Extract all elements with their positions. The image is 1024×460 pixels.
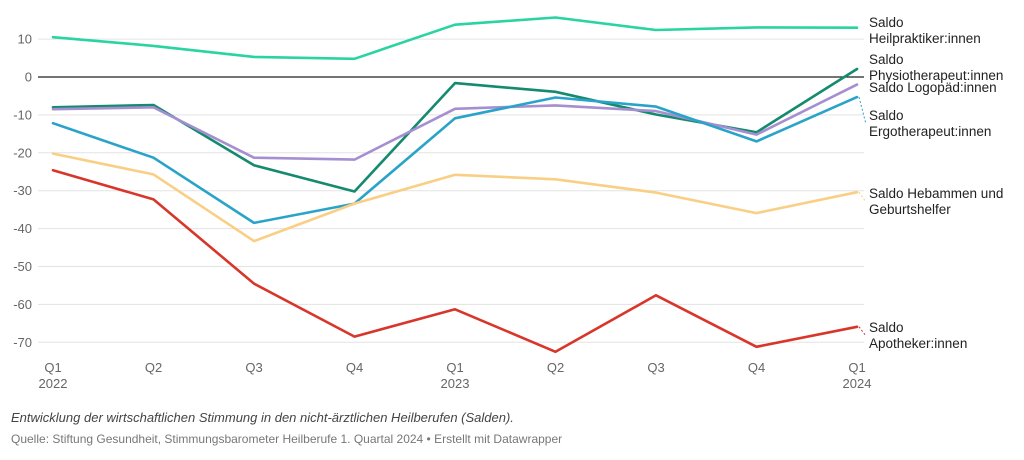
series-line <box>51 168 859 354</box>
y-tick-label: -10 <box>13 107 32 122</box>
x-tick-label: Q3 <box>647 360 664 375</box>
series-label: Saldo Logopäd:innen <box>869 80 997 95</box>
series-label: Saldo <box>869 52 904 67</box>
x-tick-year-label: 2024 <box>843 376 872 391</box>
y-tick-labels: 10 0 -10 -20 -30 -40 -50 -60 -70 <box>13 32 32 350</box>
x-tick-label: Q1 <box>446 360 463 375</box>
series-line <box>51 152 859 243</box>
x-tick-year-label: 2023 <box>441 376 470 391</box>
y-tick-label: -40 <box>13 221 32 236</box>
series-label: Geburtshelfer <box>869 202 951 217</box>
x-tick-label: Q2 <box>145 360 162 375</box>
series-label-connector <box>858 96 867 125</box>
series-label: Heilpraktiker:innen <box>869 31 981 46</box>
x-tick-label: Q1 <box>848 360 865 375</box>
x-tick-label: Q1 <box>44 360 61 375</box>
line-chart: 10 0 -10 -20 -30 -40 -50 -60 -70 Q1 2022 Q2 Q3 Q4 Q1 20… <box>13 15 1003 391</box>
x-tick-label: Q2 <box>547 360 564 375</box>
chart-caption: Entwicklung der wirtschaftlichen Stimmun… <box>11 410 514 425</box>
series-label-connector <box>858 326 867 337</box>
series-line <box>51 83 859 161</box>
x-tick-label: Q4 <box>748 360 765 375</box>
series-label: Ergotherapeut:innen <box>869 124 991 139</box>
y-tick-label: 0 <box>25 70 32 85</box>
chart-source: Quelle: Stiftung Gesundheit, Stimmungsba… <box>11 432 563 446</box>
y-tick-label: -50 <box>13 259 32 274</box>
series-line <box>51 95 859 225</box>
series-labels: SaldoHeilpraktiker:innenSaldoPhysiothera… <box>858 15 1003 351</box>
series-label-connector <box>858 191 867 203</box>
y-tick-label: -60 <box>13 297 32 312</box>
series-label: Saldo <box>869 320 904 335</box>
series-label: Saldo <box>869 108 904 123</box>
y-tick-label: 10 <box>18 32 32 47</box>
x-tick-label: Q3 <box>245 360 262 375</box>
x-tick-label: Q4 <box>346 360 363 375</box>
series-label: Physiotherapeut:innen <box>869 68 1003 83</box>
x-tick-year-label: 2022 <box>39 376 68 391</box>
y-tick-label: -20 <box>13 145 32 160</box>
series-lines <box>51 16 859 354</box>
series-label: Apotheker:innen <box>869 336 967 351</box>
series-label: Saldo <box>869 15 904 30</box>
grid-lines <box>38 38 864 343</box>
y-tick-label: -70 <box>13 335 32 350</box>
series-line <box>51 16 859 61</box>
y-tick-label: -30 <box>13 183 32 198</box>
series-label: Saldo Hebammen und <box>869 186 1003 201</box>
